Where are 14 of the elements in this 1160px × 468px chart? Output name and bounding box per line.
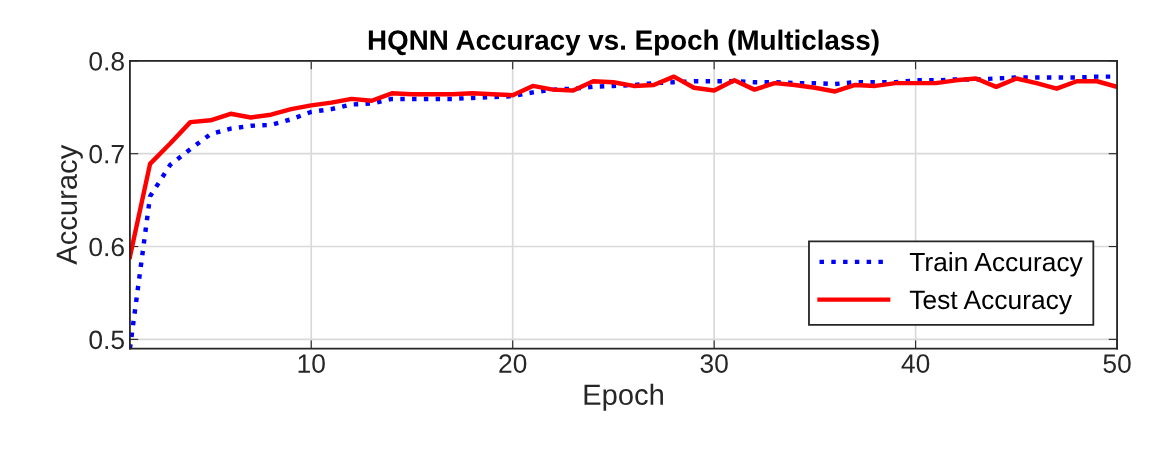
x-tick-label: 10 xyxy=(298,354,325,373)
y-axis-title: Accuracy xyxy=(56,144,83,265)
x-tick-label: 20 xyxy=(499,354,527,373)
legend-label: Test Accuracy xyxy=(909,290,1072,315)
x-axis-title: Epoch xyxy=(584,383,663,411)
x-tick-label: 30 xyxy=(700,354,728,373)
chart-title: HQNN Accuracy vs. Epoch (Multiclass) xyxy=(368,29,879,56)
x-tick-label: 50 xyxy=(1103,354,1131,373)
y-tick-label: 0.7 xyxy=(89,144,124,164)
y-tick-label: 0.5 xyxy=(89,330,124,350)
x-tick-label: 40 xyxy=(901,354,930,373)
legend-label: Train Accuracy xyxy=(909,251,1083,277)
y-tick-label: 0.8 xyxy=(89,51,124,71)
y-tick-label: 0.6 xyxy=(89,237,124,257)
